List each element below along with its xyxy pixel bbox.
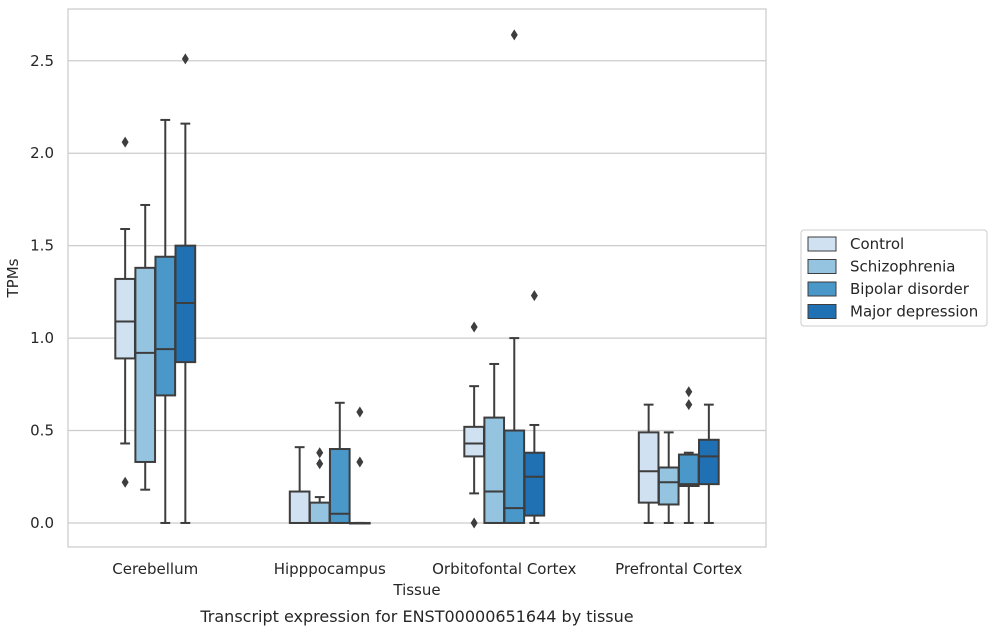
legend-swatch bbox=[807, 281, 837, 297]
box-body bbox=[328, 448, 351, 524]
box-body bbox=[523, 451, 546, 517]
y-tick-label: 2.0 bbox=[30, 144, 54, 162]
box-bipolar-disorder bbox=[154, 118, 177, 524]
outlier-point bbox=[685, 386, 693, 398]
box-schizophrenia bbox=[483, 362, 506, 524]
legend-label: Schizophrenia bbox=[850, 258, 955, 276]
box-control bbox=[114, 136, 136, 488]
x-tick-label: Orbitofontal Cortex bbox=[432, 560, 576, 578]
box-major-depression bbox=[349, 406, 371, 525]
legend-label: Control bbox=[850, 235, 904, 253]
box-schizophrenia bbox=[308, 447, 331, 524]
outlier-point bbox=[121, 476, 129, 488]
y-axis-label: TPMs bbox=[4, 258, 22, 298]
chart-caption: Transcript expression for ENST0000065164… bbox=[199, 607, 633, 626]
legend-label: Bipolar disorder bbox=[850, 280, 970, 298]
box-body bbox=[677, 453, 700, 487]
box-bipolar-disorder bbox=[503, 29, 526, 524]
x-tick-label: Cerebellum bbox=[112, 560, 198, 578]
y-tick-label: 0.5 bbox=[30, 422, 54, 440]
y-tick-labels: 0.0 0.5 1.0 1.5 2.0 2.5 bbox=[30, 52, 54, 532]
outlier-point bbox=[356, 406, 364, 418]
box-body bbox=[308, 501, 331, 524]
legend-label: Major depression bbox=[850, 303, 978, 321]
box-body bbox=[463, 425, 485, 458]
box-body bbox=[698, 438, 720, 486]
y-tick-label: 1.5 bbox=[30, 237, 54, 255]
box-body bbox=[154, 255, 177, 397]
outlier-point bbox=[530, 290, 538, 302]
outlier-point bbox=[470, 517, 478, 529]
legend: Control Schizophrenia Bipolar disorder Majo… bbox=[800, 229, 988, 327]
y-tick-label: 0.0 bbox=[30, 514, 54, 532]
box-body bbox=[114, 277, 136, 360]
boxes bbox=[114, 29, 720, 529]
box-schizophrenia bbox=[657, 431, 680, 524]
legend-swatch bbox=[807, 236, 837, 252]
box-schizophrenia bbox=[134, 203, 157, 491]
outlier-point bbox=[181, 53, 189, 65]
box-control bbox=[288, 446, 311, 524]
y-tick-label: 2.5 bbox=[30, 52, 54, 70]
box-control bbox=[637, 403, 660, 524]
box-bipolar-disorder bbox=[328, 401, 351, 524]
box-bipolar-disorder bbox=[677, 386, 700, 524]
box-major-depression bbox=[174, 53, 197, 524]
outlier-point bbox=[121, 136, 129, 148]
box-body bbox=[637, 431, 660, 504]
outlier-point bbox=[356, 456, 364, 468]
outlier-point bbox=[316, 458, 324, 470]
outlier-point bbox=[510, 29, 518, 41]
outlier-point bbox=[470, 321, 478, 333]
box-control bbox=[463, 321, 485, 529]
outlier-point bbox=[685, 399, 693, 411]
box-body bbox=[657, 466, 680, 506]
box-major-depression bbox=[698, 403, 720, 524]
legend-swatch bbox=[807, 259, 837, 274]
x-tick-label: Hipppocampus bbox=[274, 560, 386, 578]
x-tick-label: Prefrontal Cortex bbox=[615, 560, 742, 578]
box-major-depression bbox=[523, 290, 546, 524]
x-axis-label: Tissue bbox=[392, 581, 440, 599]
box-body bbox=[483, 416, 506, 524]
y-tick-label: 1.0 bbox=[30, 329, 54, 347]
box-body bbox=[288, 490, 311, 524]
legend-frame bbox=[800, 229, 988, 327]
x-tick-labels: Cerebellum Hipppocampus Orbitofontal Corte… bbox=[112, 560, 742, 578]
plot-frame bbox=[67, 8, 767, 548]
outlier-point bbox=[316, 447, 324, 459]
box-body bbox=[134, 266, 157, 463]
legend-swatch bbox=[807, 304, 837, 319]
